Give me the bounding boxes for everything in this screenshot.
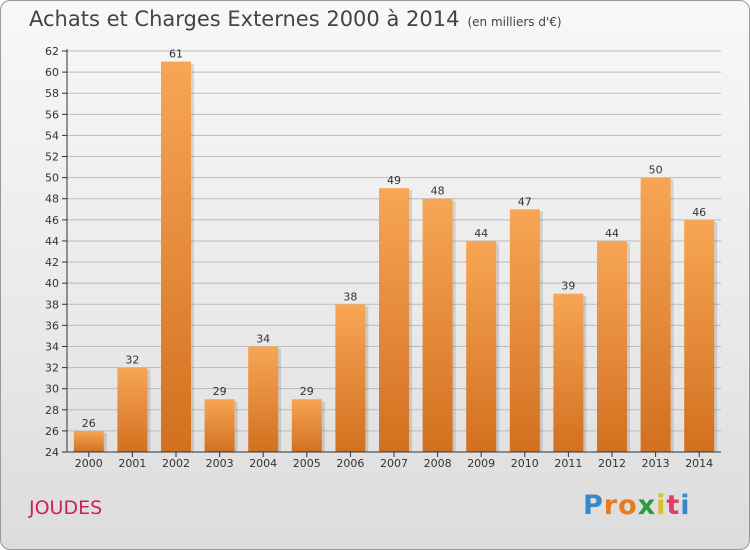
bar: [379, 188, 409, 452]
y-tick-label: 52: [45, 151, 59, 164]
logo-letter: o: [618, 490, 638, 521]
bar: [684, 219, 715, 452]
bars: 26 32 61 29 34 29 38 49 48 44 47 39 44 50 46: [73, 48, 718, 452]
y-tick-label: 48: [45, 193, 59, 206]
logo-letter: r: [603, 490, 619, 521]
y-tick-label: 40: [45, 277, 59, 290]
y-tick-label: 44: [45, 235, 59, 248]
data-label: 26: [82, 417, 96, 430]
y-tick-label: 56: [45, 108, 59, 121]
bar: [597, 240, 627, 452]
x-tick-label: 2013: [642, 457, 670, 470]
bar: [204, 399, 235, 452]
bar: [422, 198, 453, 452]
chart-unit: (en milliers d'€): [467, 15, 562, 29]
x-tick-label: 2000: [75, 457, 103, 470]
y-tick-label: 28: [45, 404, 59, 417]
data-label: 38: [343, 290, 357, 303]
data-label: 50: [649, 164, 663, 177]
bar: [335, 304, 366, 452]
y-tick-label: 38: [45, 298, 59, 311]
y-tick-label: 58: [45, 87, 59, 100]
data-label: 46: [692, 206, 706, 219]
logo-letter: x: [637, 490, 657, 521]
data-label: 32: [125, 354, 139, 367]
x-tick-label: 2009: [467, 457, 495, 470]
x-tick-label: 2012: [598, 457, 626, 470]
y-tick-label: 54: [45, 129, 59, 142]
y-tick-label: 32: [45, 362, 59, 375]
y-tick-label: 46: [45, 214, 59, 227]
y-tick-label: 36: [45, 319, 59, 332]
data-label: 47: [518, 195, 532, 208]
y-tick-label: 42: [45, 256, 59, 269]
y-tick-label: 24: [45, 446, 59, 459]
logo-letter: i: [656, 490, 667, 521]
bar: [291, 399, 322, 452]
axes: 24 26 28 30 32 34 36 38 40 42 44 46 48 50 52 54 56 58 60 62…: [45, 45, 721, 470]
data-label: 29: [213, 385, 227, 398]
bar: [466, 240, 497, 452]
x-tick-label: 2003: [206, 457, 234, 470]
proxiti-logo: Proxiti: [583, 490, 691, 521]
x-tick-label: 2002: [162, 457, 190, 470]
bar: [117, 367, 148, 452]
y-tick-label: 26: [45, 425, 59, 438]
x-tick-label: 2007: [380, 457, 408, 470]
y-tick-label: 34: [45, 340, 59, 353]
x-tick-label: 2008: [424, 457, 452, 470]
logo-letter: P: [583, 490, 604, 521]
bar: [553, 293, 584, 452]
commune-name: JOUDES: [29, 497, 103, 519]
x-tick-label: 2014: [685, 457, 713, 470]
bar: [248, 346, 279, 452]
x-tick-label: 2005: [293, 457, 321, 470]
x-tick-label: 2001: [118, 457, 146, 470]
x-tick-label: 2004: [249, 457, 277, 470]
data-label: 34: [256, 332, 270, 345]
chart-title: Achats et Charges Externes 2000 à 2014 (e…: [29, 7, 562, 31]
y-tick-label: 62: [45, 45, 59, 58]
data-label: 29: [300, 385, 314, 398]
x-tick-label: 2006: [336, 457, 364, 470]
data-label: 49: [387, 174, 401, 187]
y-tick-label: 30: [45, 383, 59, 396]
y-tick-label: 50: [45, 172, 59, 185]
bar: [73, 430, 104, 452]
y-tick-label: 60: [45, 66, 59, 79]
logo-letter: t: [666, 490, 681, 521]
bar: [509, 209, 540, 452]
data-label: 39: [561, 280, 575, 293]
x-tick-label: 2010: [511, 457, 539, 470]
bar: [640, 177, 671, 452]
x-tick-label: 2011: [554, 457, 582, 470]
bar: [161, 61, 191, 452]
data-label: 61: [169, 48, 183, 61]
data-label: 44: [605, 227, 619, 240]
data-label: 44: [474, 227, 488, 240]
data-label: 48: [431, 185, 445, 198]
logo-letter: i: [680, 490, 691, 521]
chart-title-text: Achats et Charges Externes 2000 à 2014: [29, 7, 460, 31]
